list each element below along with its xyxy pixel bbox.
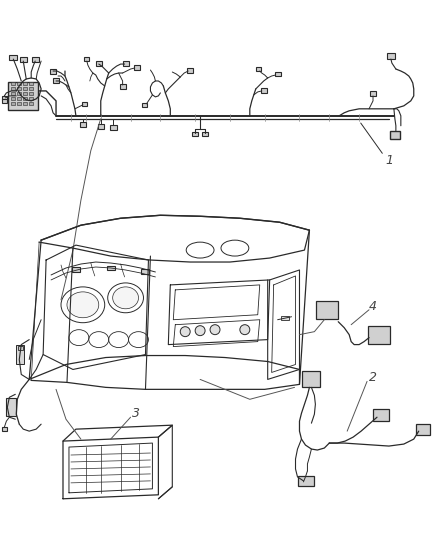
Bar: [29, 87, 33, 91]
Text: 4: 4: [369, 300, 377, 313]
Bar: [11, 102, 15, 106]
Bar: [23, 98, 27, 100]
Bar: [29, 83, 33, 85]
Bar: [281, 316, 289, 320]
Bar: [29, 98, 33, 100]
Ellipse shape: [67, 292, 99, 318]
Bar: [120, 84, 126, 90]
Bar: [17, 102, 21, 106]
Bar: [29, 92, 33, 95]
Text: 3: 3: [131, 407, 140, 419]
Bar: [20, 56, 27, 62]
Bar: [187, 68, 193, 72]
Bar: [29, 102, 33, 106]
Ellipse shape: [113, 287, 138, 309]
Bar: [17, 87, 21, 91]
Bar: [303, 372, 320, 387]
Bar: [192, 132, 198, 136]
Bar: [82, 102, 87, 106]
Bar: [23, 83, 27, 85]
Bar: [298, 476, 314, 486]
Bar: [53, 78, 59, 84]
Bar: [11, 87, 15, 91]
Bar: [72, 268, 80, 272]
Bar: [2, 96, 7, 100]
Bar: [370, 92, 376, 96]
Bar: [17, 98, 21, 100]
Bar: [11, 92, 15, 95]
Bar: [2, 427, 7, 431]
Bar: [9, 54, 17, 60]
Bar: [110, 125, 117, 130]
Bar: [7, 398, 16, 416]
Bar: [368, 326, 390, 344]
Bar: [98, 124, 104, 129]
Circle shape: [240, 325, 250, 335]
Bar: [18, 345, 23, 350]
Bar: [96, 61, 102, 66]
Bar: [202, 132, 208, 136]
Bar: [123, 61, 129, 66]
Circle shape: [210, 325, 220, 335]
Bar: [416, 424, 430, 434]
Bar: [23, 92, 27, 95]
Text: 2: 2: [369, 371, 377, 384]
Text: 1: 1: [385, 154, 393, 167]
Bar: [134, 64, 140, 69]
Bar: [142, 103, 147, 107]
Bar: [50, 69, 56, 74]
Bar: [85, 57, 89, 61]
Bar: [316, 301, 338, 319]
Circle shape: [195, 326, 205, 336]
Bar: [107, 265, 115, 270]
Bar: [17, 83, 21, 85]
Bar: [32, 56, 39, 62]
Bar: [261, 88, 267, 93]
Bar: [11, 98, 15, 100]
Bar: [387, 53, 395, 59]
Bar: [80, 122, 86, 127]
Bar: [141, 270, 149, 274]
Bar: [11, 83, 15, 85]
Circle shape: [180, 327, 190, 337]
Bar: [17, 92, 21, 95]
Bar: [373, 409, 389, 421]
Bar: [23, 102, 27, 106]
Bar: [390, 131, 400, 139]
Bar: [8, 82, 38, 110]
Bar: [275, 71, 281, 77]
Bar: [256, 67, 261, 71]
Bar: [2, 99, 7, 103]
Bar: [23, 87, 27, 91]
Bar: [16, 345, 24, 365]
